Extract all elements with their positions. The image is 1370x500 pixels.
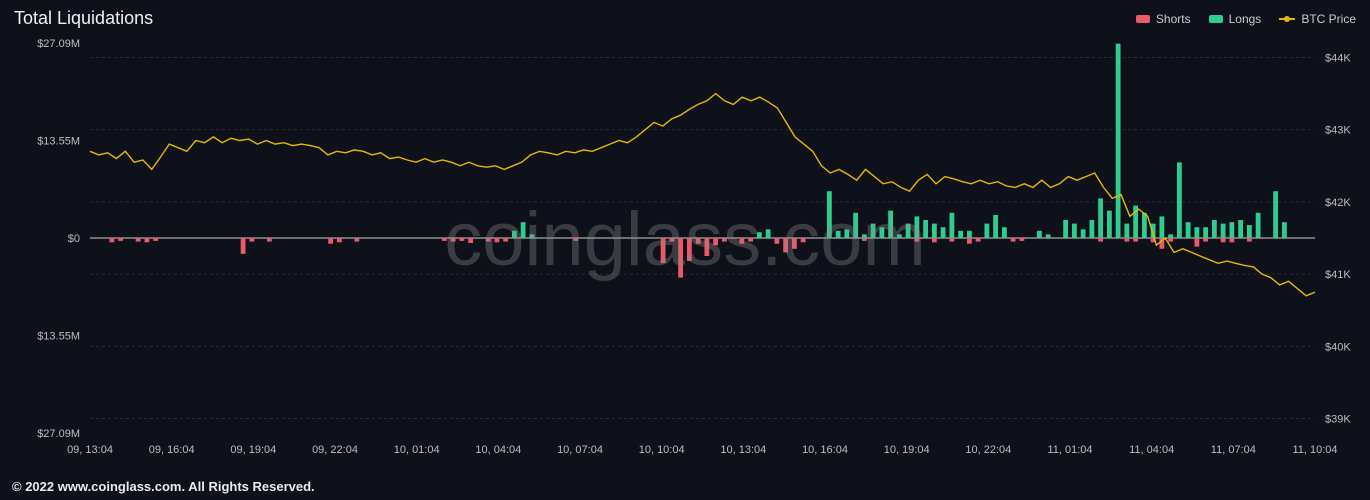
svg-text:09, 19:04: 09, 19:04 <box>230 444 276 456</box>
svg-text:10, 10:04: 10, 10:04 <box>639 444 685 456</box>
chart-area[interactable]: $44K $43K $42K $41K $40K $39K $27.09M $13.55M $0… <box>0 33 1370 463</box>
svg-text:09, 22:04: 09, 22:04 <box>312 444 358 456</box>
svg-text:$39K: $39K <box>1325 414 1351 426</box>
svg-text:$40K: $40K <box>1325 341 1351 353</box>
legend-price-label: BTC Price <box>1301 12 1356 26</box>
svg-text:10, 13:04: 10, 13:04 <box>720 444 766 456</box>
legend-longs-swatch <box>1209 15 1223 23</box>
legend-shorts[interactable]: Shorts <box>1136 12 1191 26</box>
svg-text:09, 13:04: 09, 13:04 <box>67 444 113 456</box>
legend-longs[interactable]: Longs <box>1209 12 1262 26</box>
svg-text:11, 01:04: 11, 01:04 <box>1047 444 1092 456</box>
svg-text:10, 07:04: 10, 07:04 <box>557 444 603 456</box>
legend-shorts-swatch <box>1136 15 1150 23</box>
svg-text:11, 04:04: 11, 04:04 <box>1129 444 1174 456</box>
svg-text:10, 04:04: 10, 04:04 <box>475 444 521 456</box>
svg-text:11, 07:04: 11, 07:04 <box>1211 444 1256 456</box>
legend-price-line <box>1279 18 1295 20</box>
footer-copyright: © 2022 www.coinglass.com. All Rights Res… <box>12 479 315 494</box>
chart-title: Total Liquidations <box>14 8 153 29</box>
svg-text:$27.09M: $27.09M <box>37 38 80 50</box>
svg-text:09, 16:04: 09, 16:04 <box>149 444 195 456</box>
svg-text:$41K: $41K <box>1325 269 1351 281</box>
legend-longs-label: Longs <box>1229 12 1262 26</box>
svg-text:10, 01:04: 10, 01:04 <box>394 444 440 456</box>
svg-text:$13.55M: $13.55M <box>37 135 80 147</box>
svg-text:11, 10:04: 11, 10:04 <box>1292 444 1337 456</box>
svg-text:$43K: $43K <box>1325 125 1351 137</box>
legend-price[interactable]: BTC Price <box>1279 12 1356 26</box>
svg-text:10, 16:04: 10, 16:04 <box>802 444 848 456</box>
svg-text:$42K: $42K <box>1325 197 1351 209</box>
svg-text:$0: $0 <box>68 233 80 245</box>
legend: Shorts Longs BTC Price <box>1136 12 1356 26</box>
svg-text:$13.55M: $13.55M <box>37 331 80 343</box>
svg-text:10, 22:04: 10, 22:04 <box>965 444 1011 456</box>
svg-text:10, 19:04: 10, 19:04 <box>884 444 930 456</box>
svg-text:$27.09M: $27.09M <box>37 428 80 440</box>
svg-text:$44K: $44K <box>1325 52 1351 64</box>
legend-shorts-label: Shorts <box>1156 12 1191 26</box>
chart-svg: $44K $43K $42K $41K $40K $39K $27.09M $13.55M $0… <box>0 33 1370 463</box>
